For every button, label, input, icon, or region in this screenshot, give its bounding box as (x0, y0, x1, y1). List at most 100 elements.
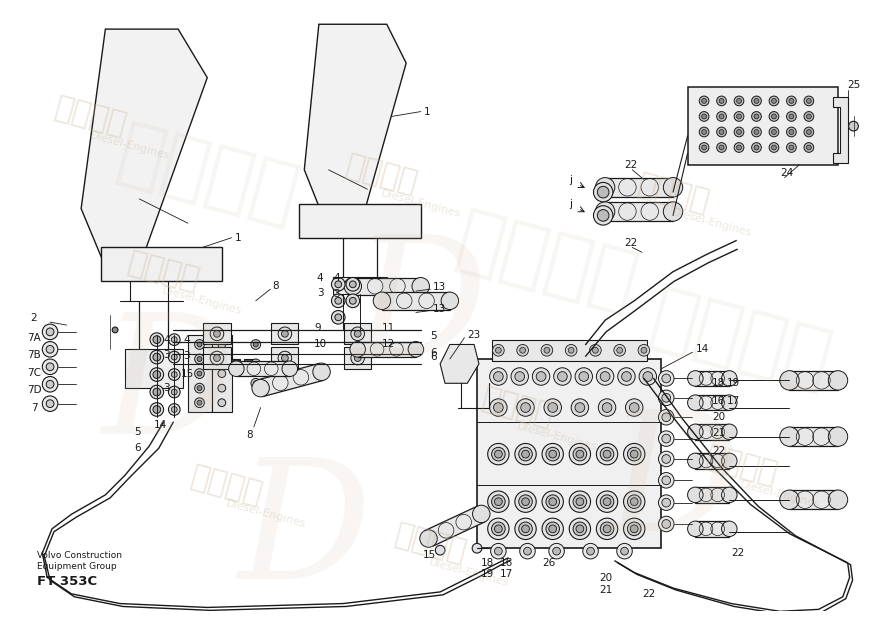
Circle shape (789, 130, 794, 134)
Circle shape (700, 96, 709, 106)
Circle shape (617, 544, 632, 559)
Bar (229, 359, 240, 370)
Circle shape (197, 357, 202, 362)
Circle shape (596, 518, 618, 539)
Circle shape (351, 327, 365, 341)
Circle shape (153, 406, 161, 413)
Circle shape (701, 145, 707, 150)
Circle shape (490, 544, 506, 559)
Polygon shape (352, 278, 421, 295)
Circle shape (769, 112, 779, 122)
Circle shape (595, 202, 615, 221)
Circle shape (789, 145, 794, 150)
Circle shape (700, 127, 709, 137)
Circle shape (521, 403, 530, 413)
Circle shape (624, 491, 645, 512)
Circle shape (251, 359, 261, 369)
Polygon shape (789, 370, 838, 390)
Text: 柴发动力: 柴发动力 (109, 115, 305, 234)
Text: 8: 8 (246, 430, 253, 440)
Circle shape (769, 96, 779, 106)
Circle shape (542, 518, 563, 539)
Circle shape (210, 352, 223, 365)
Circle shape (716, 127, 726, 137)
Text: Diesel-Engines: Diesel-Engines (671, 208, 753, 239)
Circle shape (549, 525, 556, 533)
Circle shape (570, 518, 591, 539)
Text: Diesel-Engines: Diesel-Engines (380, 188, 462, 219)
Text: 7D: 7D (27, 385, 42, 395)
Circle shape (282, 361, 297, 377)
Circle shape (596, 368, 614, 385)
Circle shape (621, 372, 631, 381)
Circle shape (806, 114, 812, 119)
Text: 3: 3 (164, 350, 170, 360)
Circle shape (772, 145, 776, 150)
Circle shape (662, 413, 670, 421)
Circle shape (218, 399, 226, 406)
Text: 7C: 7C (27, 368, 41, 377)
Circle shape (659, 410, 674, 425)
Polygon shape (382, 292, 449, 309)
Circle shape (544, 399, 562, 416)
Circle shape (344, 278, 361, 295)
Circle shape (716, 142, 726, 152)
Circle shape (511, 368, 529, 385)
Circle shape (229, 361, 244, 377)
Circle shape (596, 491, 618, 512)
Text: 19: 19 (481, 570, 494, 580)
Circle shape (719, 145, 724, 150)
Circle shape (441, 292, 458, 309)
Circle shape (600, 372, 610, 381)
Circle shape (603, 450, 611, 458)
Circle shape (254, 381, 258, 386)
Circle shape (153, 353, 161, 361)
Text: Volvo Construction: Volvo Construction (37, 551, 123, 559)
Text: 5: 5 (134, 427, 142, 437)
Text: 4: 4 (164, 335, 170, 345)
Circle shape (251, 340, 261, 349)
Circle shape (153, 336, 161, 343)
Circle shape (629, 403, 639, 413)
Text: 17: 17 (500, 570, 514, 580)
Circle shape (594, 206, 613, 225)
Circle shape (557, 372, 567, 381)
Text: 柴发动力: 柴发动力 (343, 151, 421, 198)
Text: D: D (238, 454, 371, 614)
Text: 4: 4 (183, 335, 190, 345)
Text: 12: 12 (382, 338, 395, 348)
Circle shape (514, 372, 524, 381)
Circle shape (806, 145, 812, 150)
Polygon shape (237, 361, 290, 377)
Circle shape (789, 98, 794, 103)
Circle shape (754, 145, 759, 150)
Circle shape (700, 112, 709, 122)
Circle shape (626, 399, 643, 416)
Circle shape (46, 400, 54, 408)
Circle shape (351, 352, 365, 365)
Text: Diesel-Engines: Diesel-Engines (89, 130, 171, 161)
Circle shape (688, 521, 703, 537)
Text: 18: 18 (481, 558, 494, 568)
Circle shape (752, 112, 761, 122)
Circle shape (719, 130, 724, 134)
Circle shape (172, 336, 177, 343)
Circle shape (195, 340, 205, 349)
Bar (212, 335, 231, 413)
Circle shape (701, 130, 707, 134)
Circle shape (214, 355, 221, 362)
Circle shape (331, 311, 345, 324)
Circle shape (688, 395, 703, 411)
Circle shape (780, 370, 799, 390)
Polygon shape (695, 370, 729, 386)
Text: 15: 15 (181, 369, 194, 379)
Circle shape (548, 403, 557, 413)
Circle shape (754, 130, 759, 134)
Circle shape (593, 347, 598, 353)
Circle shape (150, 385, 164, 399)
Text: 2: 2 (30, 313, 37, 323)
Text: 6: 6 (431, 348, 437, 358)
Circle shape (172, 354, 177, 360)
Circle shape (197, 386, 202, 391)
Circle shape (218, 370, 226, 377)
